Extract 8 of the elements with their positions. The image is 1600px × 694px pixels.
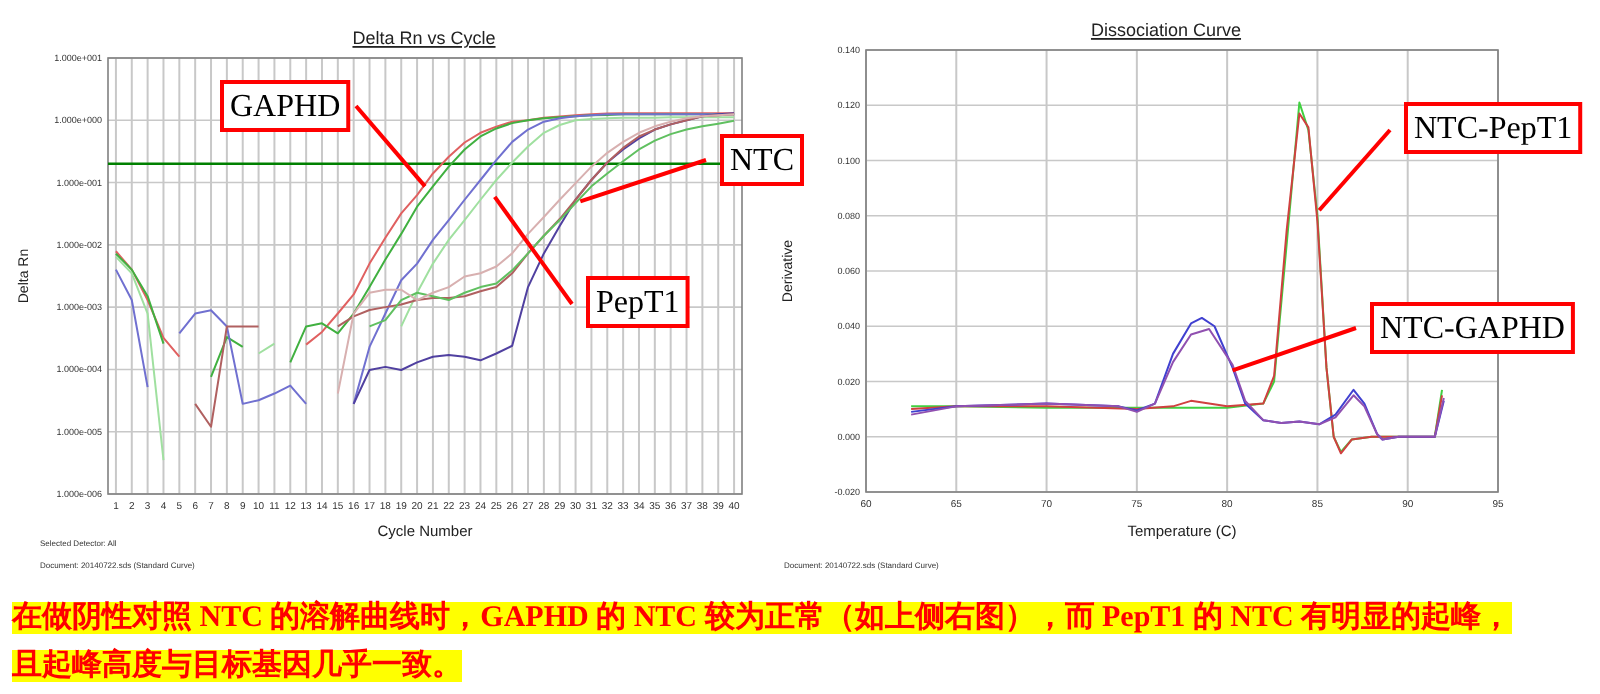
annotation: PepT1 [596, 286, 680, 320]
annotation: NTC [730, 144, 794, 178]
annotation: NTC-PepT1 [1414, 112, 1573, 146]
annotation: GAPHD [230, 90, 341, 124]
chart-title: Delta Rn vs Cycle [352, 28, 496, 48]
text: 在做阴性对照 NTC 的溶解曲线时，GAPHD 的 NTC 较为正常（如上侧右图），而 PepT1 的 NTC 有明显的起峰，且起峰高度与目标基因几乎一致。 [12, 602, 1512, 682]
chart-title: Dissociation Curve [1090, 20, 1242, 40]
annotation: NTC-GAPHD [1380, 312, 1565, 346]
